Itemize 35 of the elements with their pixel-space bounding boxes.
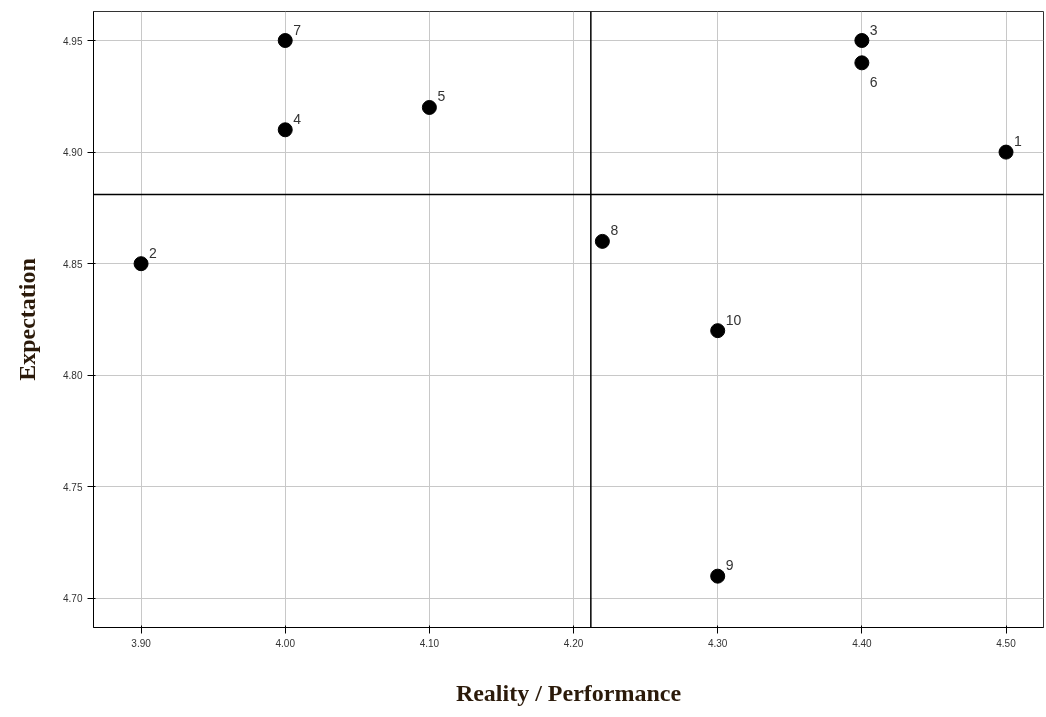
y-tick-label: 4.80	[63, 370, 83, 382]
point	[710, 568, 726, 584]
y-tick-label: 4.75	[63, 481, 83, 493]
x-tick-label: 4.40	[852, 637, 873, 649]
annotation: 8	[610, 222, 619, 239]
annotation: 3	[869, 21, 878, 38]
x-tick-label: 4.20	[563, 637, 584, 649]
annotation: 5	[437, 88, 446, 105]
point	[277, 122, 293, 138]
y-tick-label: 4.95	[63, 35, 83, 47]
x-tick-label: 4.10	[419, 637, 440, 649]
annotation: 1	[1014, 133, 1023, 150]
x-tick-label: 4.00	[275, 637, 296, 649]
x-axis-title: Reality / Performance	[455, 679, 682, 706]
annotation: 6	[869, 73, 878, 90]
x-tick-label: 4.50	[996, 637, 1017, 649]
point	[594, 233, 610, 249]
point	[854, 33, 870, 48]
annotation: 7	[293, 21, 302, 38]
annotation: 10	[725, 311, 742, 328]
x-tick-label: 3.90	[131, 637, 152, 649]
point	[133, 256, 149, 272]
point	[710, 323, 726, 339]
annotation: 4	[293, 110, 302, 127]
annotation: 2	[149, 244, 158, 261]
point	[998, 144, 1014, 160]
point	[421, 99, 437, 115]
y-tick-label: 4.90	[63, 147, 83, 159]
annotation: 9	[725, 557, 734, 574]
y-tick-label: 4.85	[63, 258, 83, 270]
y-axis-title: Expectation	[14, 258, 41, 381]
y-tick-label: 4.70	[63, 593, 83, 605]
x-tick-label: 4.30	[707, 637, 728, 649]
point	[854, 55, 870, 71]
point	[277, 33, 293, 48]
